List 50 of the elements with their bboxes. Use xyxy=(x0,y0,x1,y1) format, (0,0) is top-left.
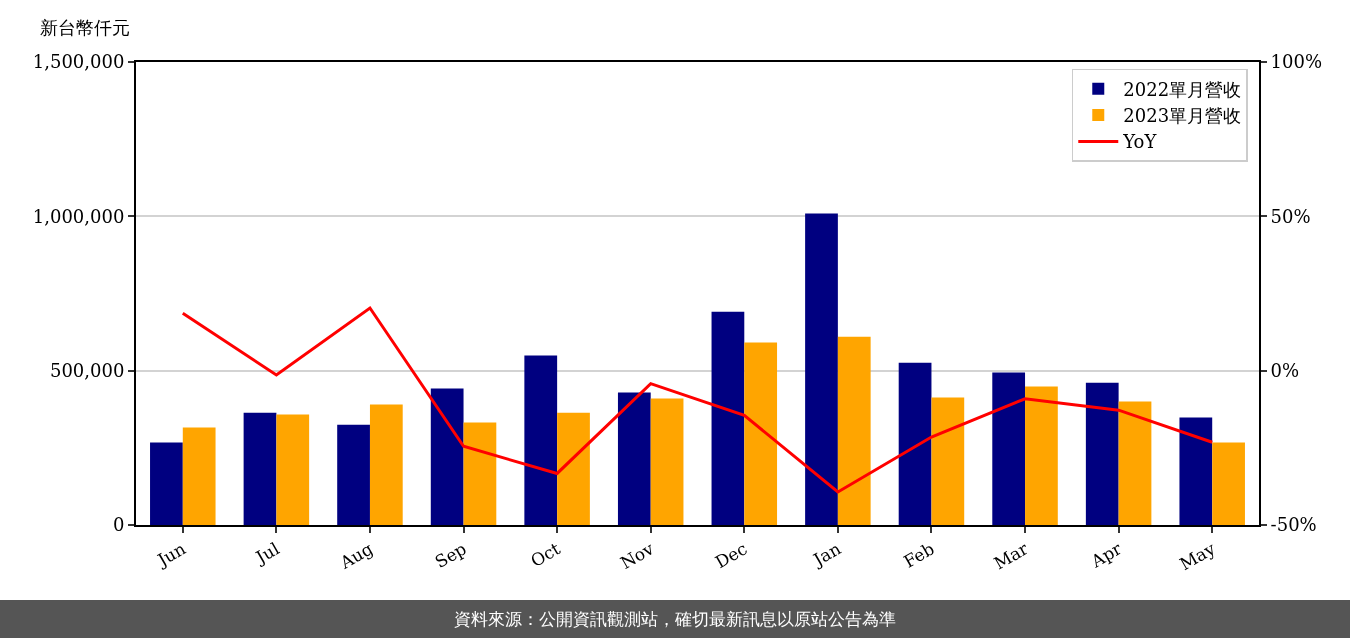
bar xyxy=(650,398,684,525)
x-tick-label: Dec xyxy=(711,538,751,573)
x-tick-label: Aug xyxy=(335,538,377,574)
legend-label: 2022單月營收 xyxy=(1123,78,1242,100)
bar xyxy=(369,404,403,525)
bar xyxy=(1025,386,1058,525)
bar xyxy=(931,397,965,525)
legend-label: YoY xyxy=(1122,131,1158,153)
x-tick-label: May xyxy=(1176,538,1219,575)
bar xyxy=(1179,417,1213,525)
x-tick-label: Oct xyxy=(527,538,564,571)
bar xyxy=(276,414,310,525)
y-axis-title: 新台幣仟元 xyxy=(40,17,130,38)
bar xyxy=(1118,401,1152,525)
bar xyxy=(805,213,838,525)
bar xyxy=(898,362,932,525)
y2-tick-label: -50% xyxy=(1270,514,1317,536)
bar xyxy=(711,311,745,525)
x-tick-label: Nov xyxy=(616,538,658,574)
y2-tick-label: 50% xyxy=(1270,205,1311,227)
bar xyxy=(243,412,277,525)
bar xyxy=(557,412,590,525)
x-tick-label: Feb xyxy=(900,538,938,572)
bar xyxy=(1212,442,1245,525)
bar xyxy=(337,424,370,525)
y2-tick-label: 100% xyxy=(1270,51,1323,73)
y-tick-label: 1,500,000 xyxy=(32,51,125,73)
bar xyxy=(617,392,651,525)
bar xyxy=(430,388,464,525)
x-tick-label: Sep xyxy=(431,538,470,573)
x-tick-label: Mar xyxy=(990,537,1033,574)
y-tick-label: 1,000,000 xyxy=(32,205,125,227)
bar xyxy=(524,355,558,525)
legend-label: 2023單月營收 xyxy=(1123,105,1242,127)
bar xyxy=(1085,382,1119,525)
x-tick-label: Jan xyxy=(808,538,845,571)
x-tick-label: Jul xyxy=(250,538,283,569)
bar xyxy=(463,422,497,525)
x-tick-label: Apr xyxy=(1086,537,1126,572)
bar xyxy=(744,342,778,525)
y2-tick-label: 0% xyxy=(1270,359,1300,381)
bar xyxy=(837,336,871,525)
x-tick-label: Jun xyxy=(152,538,190,572)
bar xyxy=(182,427,216,525)
y-tick-label: 500,000 xyxy=(49,359,125,381)
y-tick-label: 0 xyxy=(112,514,125,536)
line-series xyxy=(181,306,1214,494)
bar xyxy=(150,442,183,525)
bar xyxy=(992,372,1026,525)
source-note: 資料來源：公開資訊觀測站，確切最新訊息以原站公告為準 xyxy=(454,609,896,629)
